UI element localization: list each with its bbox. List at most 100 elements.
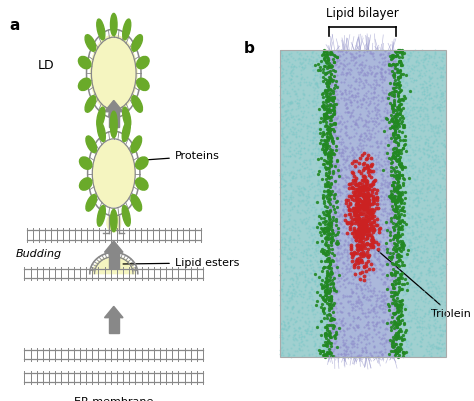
Point [329, 230, 337, 236]
Point [290, 126, 298, 133]
Point [378, 55, 386, 61]
Point [331, 105, 338, 111]
Point [327, 259, 334, 266]
Point [394, 288, 402, 295]
Point [380, 294, 388, 301]
Point [353, 241, 361, 248]
Point [395, 326, 402, 332]
Point [368, 68, 375, 75]
Point [351, 162, 358, 168]
Point [372, 204, 379, 210]
Point [364, 209, 372, 216]
Point [357, 176, 365, 183]
Point [398, 189, 406, 195]
Point [431, 114, 438, 121]
Point [388, 196, 396, 203]
Point [389, 229, 396, 236]
Point [327, 180, 335, 186]
Point [357, 203, 365, 209]
Point [398, 96, 406, 103]
Point [311, 342, 319, 348]
Point [371, 288, 378, 295]
Point [396, 190, 404, 196]
Point [298, 172, 305, 179]
Point [337, 141, 345, 147]
Point [358, 290, 366, 296]
Point [387, 186, 394, 193]
Point [428, 263, 436, 269]
Point [326, 270, 333, 277]
Point [428, 74, 436, 80]
Point [316, 130, 323, 136]
Point [417, 107, 425, 113]
Point [328, 227, 336, 233]
Point [438, 57, 445, 64]
Point [288, 304, 295, 310]
Point [284, 213, 292, 219]
Ellipse shape [90, 34, 138, 112]
Point [291, 348, 299, 354]
Point [310, 183, 318, 189]
Point [432, 122, 439, 129]
Point [355, 213, 363, 220]
Point [390, 278, 398, 284]
Point [358, 257, 365, 264]
Point [349, 134, 357, 140]
Point [365, 219, 372, 226]
Point [428, 271, 436, 278]
Point [396, 200, 404, 207]
Point [326, 203, 334, 209]
Point [343, 118, 351, 124]
Point [318, 238, 325, 245]
Point [374, 152, 382, 158]
Point [314, 298, 321, 304]
Point [342, 337, 349, 344]
Point [363, 111, 371, 118]
Point [349, 340, 357, 347]
Point [301, 121, 308, 128]
Point [399, 235, 407, 241]
Point [394, 261, 401, 268]
Point [430, 115, 438, 121]
Point [324, 236, 332, 243]
Point [328, 107, 335, 113]
Point [328, 254, 336, 260]
Point [277, 234, 285, 241]
Point [292, 269, 300, 276]
Point [327, 220, 335, 227]
Point [361, 255, 368, 261]
Point [324, 247, 331, 254]
Point [358, 191, 366, 197]
Point [431, 240, 439, 246]
Point [324, 109, 332, 115]
Point [314, 226, 322, 233]
Point [420, 127, 428, 133]
Point [323, 228, 331, 235]
Point [435, 249, 443, 255]
Point [393, 198, 401, 205]
Point [388, 251, 395, 257]
Point [393, 147, 401, 153]
Point [377, 267, 385, 273]
Point [400, 176, 408, 182]
Point [375, 249, 383, 255]
Point [324, 93, 332, 99]
Point [349, 62, 356, 69]
Point [355, 272, 363, 279]
Point [342, 350, 350, 357]
Point [330, 57, 337, 64]
Point [330, 59, 337, 66]
Point [353, 237, 360, 243]
Point [339, 260, 346, 266]
Point [355, 203, 362, 210]
Point [290, 287, 297, 294]
Point [367, 130, 374, 137]
Point [362, 198, 369, 204]
Point [276, 179, 284, 186]
Point [292, 134, 300, 140]
Point [321, 138, 328, 144]
Point [401, 178, 408, 184]
Point [361, 135, 368, 142]
Point [290, 172, 297, 179]
Point [276, 292, 284, 298]
